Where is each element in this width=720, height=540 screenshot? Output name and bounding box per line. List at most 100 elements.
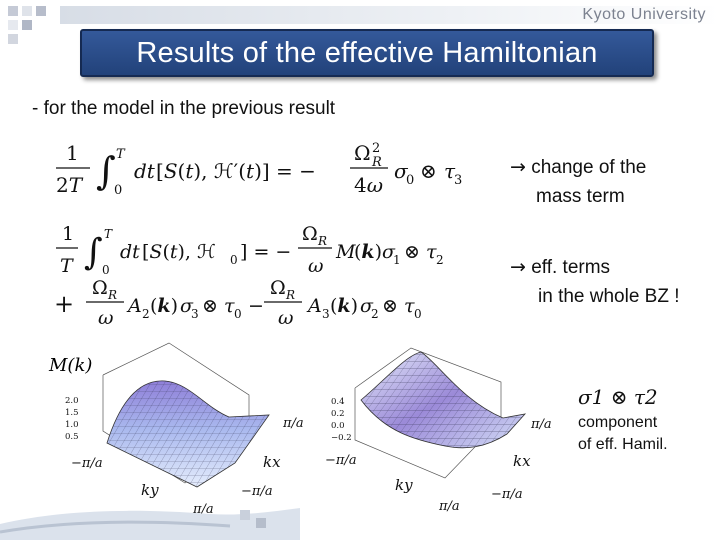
plot-mass-term: M(k) 2.0 1.5 1.0 0.5 π/a kx −π/a ky −π/a… (48, 342, 304, 517)
note2-line1: eff. terms (531, 257, 611, 278)
svg-text:(k): (k) (330, 295, 358, 317)
x-tick-low: −π/a (325, 453, 357, 468)
svg-text:R: R (371, 155, 382, 170)
svg-text:4ω: 4ω (354, 173, 383, 197)
title-banner: Results of the effective Hamiltonian (80, 29, 654, 77)
z-tick: 0.4 (331, 397, 345, 407)
x-tick-low: −π/a (71, 456, 103, 471)
svg-text:0: 0 (102, 263, 110, 277)
university-label: Kyoto University (582, 6, 706, 23)
svg-text:−: − (248, 295, 264, 317)
svg-text:M: M (335, 241, 356, 263)
svg-text:R: R (107, 288, 117, 302)
component-label: σ1 ⊗ τ2 component of eff. Hamil. (578, 386, 668, 456)
svg-text:⊗: ⊗ (404, 241, 420, 263)
equation-1: 1 2T ∫ T 0 dt [S(t), ℋ′(t)] = − Ω 2 R 4ω… (56, 141, 462, 198)
svg-text:0: 0 (414, 307, 422, 321)
note-mass-term: → change of the mass term (510, 153, 646, 211)
svg-text:∫: ∫ (96, 149, 116, 193)
svg-text:ω: ω (308, 255, 324, 277)
svg-text:σ: σ (360, 295, 374, 317)
svg-text:0: 0 (114, 183, 122, 198)
svg-text:0: 0 (230, 253, 238, 267)
svg-text:τ: τ (444, 159, 456, 183)
y-tick-low: −π/a (241, 484, 273, 499)
z-tick: 1.5 (65, 408, 79, 418)
svg-text:2: 2 (372, 141, 380, 156)
svg-text:⊗: ⊗ (202, 295, 218, 317)
svg-text:⊗: ⊗ (420, 159, 437, 183)
svg-text:(k): (k) (354, 241, 382, 263)
kx-label: kx (513, 452, 531, 470)
svg-text:dt: dt (120, 241, 140, 263)
svg-text:T: T (60, 255, 74, 277)
z-axis-label: M(k) (48, 355, 92, 376)
bottom-decoration (0, 508, 300, 540)
header-rule (60, 6, 720, 24)
svg-text:0: 0 (234, 307, 242, 321)
equation-2: 1 T ∫ T 0 dt [S(t), ℋ 0 ] = − Ω R ω M (k… (54, 223, 444, 329)
subtitle: - for the model in the previous result (32, 98, 336, 119)
z-tick: 0.5 (65, 432, 79, 442)
z-tick: 0.2 (331, 409, 345, 419)
arrow-icon: → (510, 156, 526, 178)
svg-text:+: + (54, 290, 74, 318)
svg-text:1: 1 (393, 253, 401, 267)
svg-text:[S(t), ℋ′(t)] = −: [S(t), ℋ′(t)] = − (156, 159, 316, 183)
svg-text:R: R (317, 234, 327, 248)
y-tick-high: π/a (438, 499, 460, 514)
svg-text:R: R (285, 288, 295, 302)
note1-line1: change of the (531, 157, 647, 178)
svg-text:2: 2 (436, 253, 444, 267)
note1-line2: mass term (536, 186, 625, 207)
svg-text:1: 1 (66, 141, 79, 165)
z-tick: −0.2 (331, 433, 352, 443)
svg-text:σ: σ (382, 241, 396, 263)
svg-text:τ: τ (404, 295, 415, 317)
svg-text:ω: ω (98, 307, 114, 329)
x-tick-high: π/a (530, 417, 552, 432)
sigma-tau-term: σ1 ⊗ τ2 (578, 385, 658, 409)
axis-box (354, 347, 502, 479)
arrow-icon: → (510, 256, 526, 278)
svg-text:T: T (116, 147, 126, 162)
svg-text:τ: τ (224, 295, 235, 317)
svg-text:0: 0 (406, 173, 414, 188)
z-tick: 1.0 (65, 420, 79, 430)
note-eff-terms: → eff. terms in the whole BZ ! (510, 253, 680, 311)
svg-text:Ω: Ω (354, 141, 371, 165)
svg-text:T: T (104, 227, 113, 241)
note2-line2: in the whole BZ ! (538, 286, 680, 307)
ky-label: ky (395, 476, 413, 494)
svg-text:A: A (306, 295, 322, 317)
z-tick: 2.0 (65, 396, 79, 406)
svg-text:2: 2 (371, 307, 379, 321)
component-line2: of eff. Hamil. (578, 436, 668, 453)
ky-label: ky (141, 481, 159, 499)
svg-text:∫: ∫ (84, 232, 103, 273)
slide-title: Results of the effective Hamiltonian (136, 36, 598, 69)
x-tick-high: π/a (282, 416, 304, 431)
kx-label: kx (263, 453, 281, 471)
svg-text:] = −: ] = − (240, 241, 291, 263)
svg-text:1: 1 (62, 223, 74, 245)
svg-text:2T: 2T (56, 173, 84, 197)
plot-sigma1-tau2: 0.4 0.2 0.0 −0.2 π/a kx −π/a ky −π/a π/a (325, 347, 552, 514)
y-tick-low: −π/a (491, 487, 523, 502)
svg-text:3: 3 (191, 307, 199, 321)
corner-decoration (8, 6, 46, 44)
svg-text:dt: dt (134, 159, 156, 183)
svg-text:σ: σ (180, 295, 194, 317)
svg-text:ω: ω (278, 307, 294, 329)
svg-text:A: A (126, 295, 142, 317)
svg-text:Ω: Ω (302, 223, 318, 245)
svg-text:(k): (k) (150, 295, 178, 317)
svg-text:2: 2 (142, 307, 150, 321)
svg-text:Ω: Ω (92, 277, 108, 299)
svg-text:Ω: Ω (270, 277, 286, 299)
svg-text:3: 3 (454, 173, 462, 188)
svg-text:⊗: ⊗ (382, 295, 398, 317)
svg-text:3: 3 (322, 307, 330, 321)
z-tick: 0.0 (331, 421, 345, 431)
svg-text:[S(t), ℋ: [S(t), ℋ (142, 241, 216, 263)
